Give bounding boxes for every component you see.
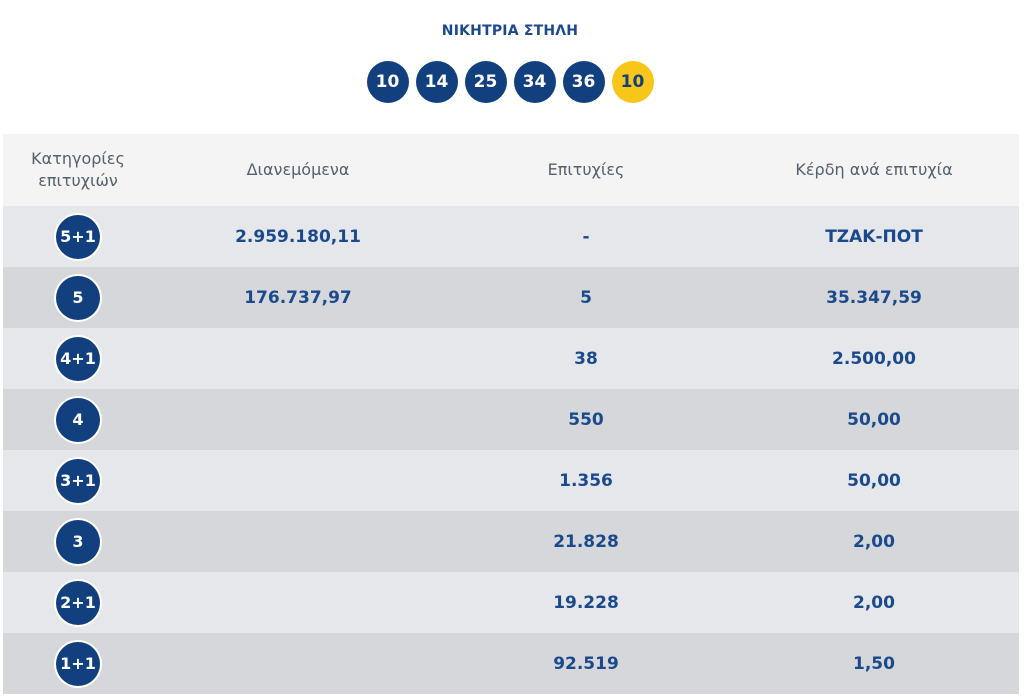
- distributed-value: 2.959.180,11: [235, 226, 361, 247]
- prize-cell: ΤΖΑΚ-ΠΟΤ: [729, 206, 1019, 267]
- winning-number-ball: 14: [415, 61, 458, 103]
- category-cell: 2+1: [3, 572, 153, 633]
- header-category: Κατηγορίες επιτυχιών: [3, 134, 153, 206]
- winners-cell: 550: [443, 389, 729, 450]
- distributed-cell: [153, 633, 443, 694]
- category-badge: 1+1: [56, 641, 100, 686]
- winning-numbers: 10 14 25 34 36 10: [0, 61, 1020, 103]
- category-cell: 4: [3, 389, 153, 450]
- distributed-cell: [153, 572, 443, 633]
- winners-cell: -: [443, 206, 729, 267]
- table-row: 2+1 19.228 2,00: [3, 572, 1019, 633]
- table-row: 5+1 2.959.180,11 - ΤΖΑΚ-ΠΟΤ: [3, 206, 1019, 267]
- winning-number-ball: 10: [366, 61, 409, 103]
- category-badge: 5: [56, 275, 100, 320]
- header-category-line2: επιτυχιών: [38, 171, 118, 190]
- table-row: 4 550 50,00: [3, 389, 1019, 450]
- distributed-cell: 2.959.180,11: [153, 206, 443, 267]
- table-row: 1+1 92.519 1,50: [3, 633, 1019, 694]
- category-badge: 4+1: [56, 336, 100, 381]
- table-header-row: Κατηγορίες επιτυχιών Διανεμόμενα Επιτυχί…: [3, 134, 1019, 206]
- category-cell: 5: [3, 267, 153, 328]
- table-row: 5 176.737,97 5 35.347,59: [3, 267, 1019, 328]
- category-cell: 3: [3, 511, 153, 572]
- category-badge: 3+1: [56, 458, 100, 503]
- header-category-line1: Κατηγορίες: [31, 149, 125, 168]
- winners-cell: 1.356: [443, 450, 729, 511]
- prize-cell: 2,00: [729, 572, 1019, 633]
- distributed-cell: [153, 450, 443, 511]
- winners-cell: 19.228: [443, 572, 729, 633]
- prize-table: Κατηγορίες επιτυχιών Διανεμόμενα Επιτυχί…: [3, 134, 1019, 694]
- distributed-cell: [153, 389, 443, 450]
- winning-number-ball: 34: [513, 61, 556, 103]
- table-row: 3+1 1.356 50,00: [3, 450, 1019, 511]
- prize-cell: 50,00: [729, 389, 1019, 450]
- distributed-cell: 176.737,97: [153, 267, 443, 328]
- category-badge: 3: [56, 519, 100, 564]
- prize-cell: 1,50: [729, 633, 1019, 694]
- distributed-cell: [153, 328, 443, 389]
- category-cell: 4+1: [3, 328, 153, 389]
- winners-cell: 5: [443, 267, 729, 328]
- category-badge: 4: [56, 397, 100, 442]
- category-cell: 3+1: [3, 450, 153, 511]
- header-distributed: Διανεμόμενα: [153, 134, 443, 206]
- prize-cell: 50,00: [729, 450, 1019, 511]
- category-cell: 1+1: [3, 633, 153, 694]
- category-badge: 5+1: [56, 214, 100, 259]
- header-prize: Κέρδη ανά επιτυχία: [729, 134, 1019, 206]
- prize-cell: 35.347,59: [729, 267, 1019, 328]
- distributed-value: 176.737,97: [244, 287, 352, 308]
- prize-cell: 2,00: [729, 511, 1019, 572]
- winners-cell: 92.519: [443, 633, 729, 694]
- header-winners: Επιτυχίες: [443, 134, 729, 206]
- table-row: 3 21.828 2,00: [3, 511, 1019, 572]
- distributed-cell: [153, 511, 443, 572]
- winning-column-title: ΝΙΚΗΤΡΙΑ ΣΤΗΛΗ: [441, 23, 579, 39]
- category-cell: 5+1: [3, 206, 153, 267]
- table-row: 4+1 38 2.500,00: [3, 328, 1019, 389]
- winners-cell: 38: [443, 328, 729, 389]
- winning-number-ball: 36: [562, 61, 605, 103]
- winning-number-ball: 25: [464, 61, 507, 103]
- category-badge: 2+1: [56, 580, 100, 625]
- prize-cell: 2.500,00: [729, 328, 1019, 389]
- joker-number-ball: 10: [611, 61, 654, 103]
- winners-cell: 21.828: [443, 511, 729, 572]
